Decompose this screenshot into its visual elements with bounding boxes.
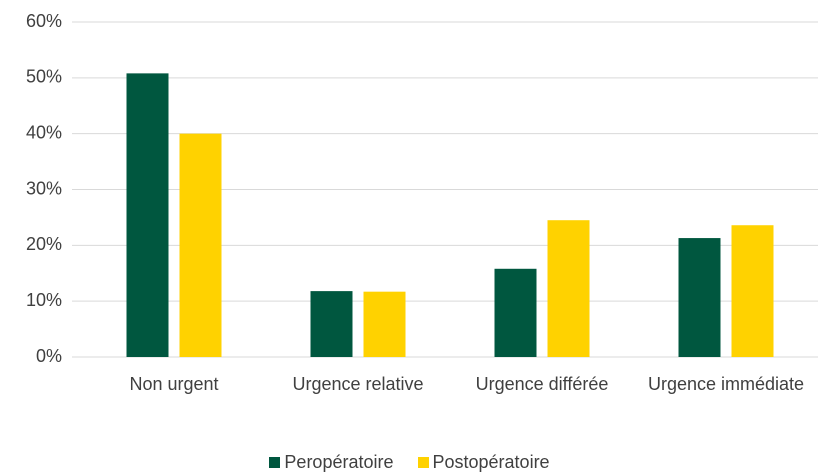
bar	[179, 133, 222, 357]
y-tick-label: 0%	[36, 346, 62, 366]
x-tick-label: Non urgent	[129, 374, 219, 394]
x-tick-label: Urgence différée	[475, 374, 609, 394]
bar	[126, 73, 169, 357]
y-tick-label: 50%	[26, 67, 62, 87]
x-tick-label: Urgence immédiate	[647, 374, 805, 394]
legend-swatch	[417, 457, 429, 468]
bar	[310, 291, 353, 357]
bar	[547, 220, 590, 357]
legend-swatch	[269, 457, 281, 468]
x-tick-label: Urgence relative	[292, 374, 424, 394]
legend-label: Peropératoire	[284, 452, 394, 472]
legend-label: Postopératoire	[432, 452, 550, 472]
legend-item: Peropératoire	[269, 452, 394, 473]
y-tick-label: 20%	[26, 234, 62, 254]
legend: Peropératoire Postopératoire	[0, 452, 819, 473]
legend-item: Postopératoire	[417, 452, 550, 473]
bar	[731, 225, 774, 357]
y-tick-label: 30%	[26, 178, 62, 198]
bar	[678, 238, 721, 357]
bar	[494, 268, 537, 357]
y-tick-label: 60%	[26, 11, 62, 31]
bar	[363, 291, 406, 357]
y-tick-label: 10%	[26, 290, 62, 310]
y-tick-label: 40%	[26, 122, 62, 142]
